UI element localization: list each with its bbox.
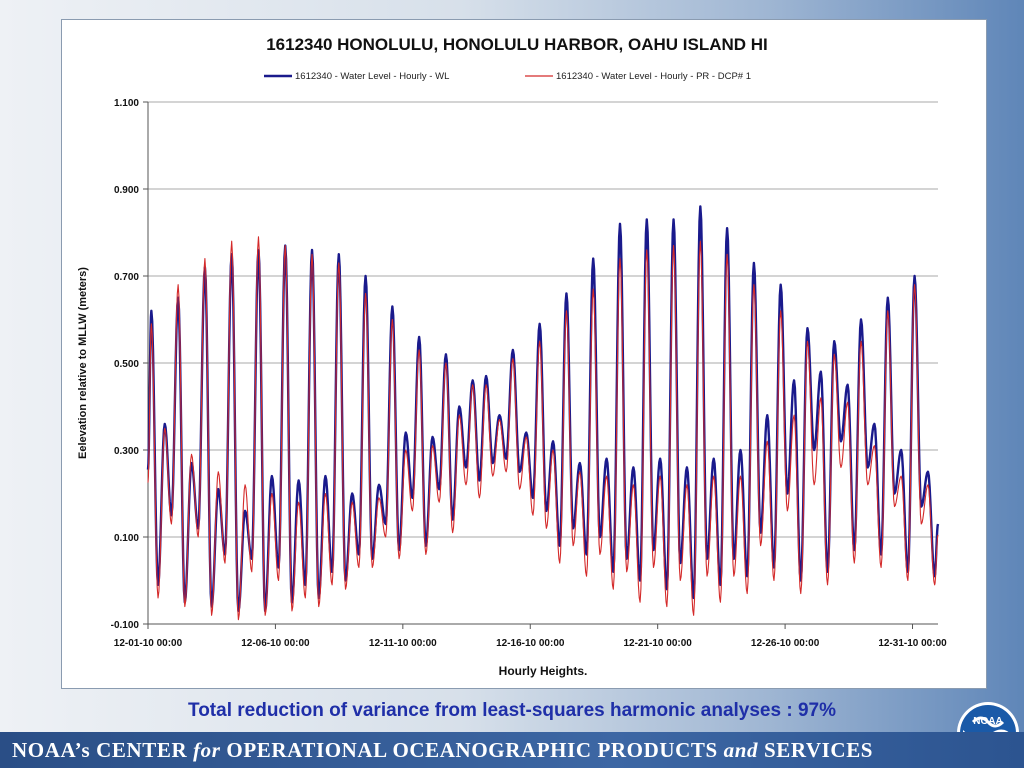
y-tick-label: 1.100 [114, 98, 139, 109]
y-tick-label: 0.300 [114, 446, 139, 457]
y-tick-label: 0.100 [114, 533, 139, 544]
chart-panel: 1612340 HONOLULU, HONOLULU HARBOR, OAHU … [61, 19, 987, 689]
x-axis-ticks: 12-01-10 00:00 12-06-10 00:00 12-11-10 00:… [114, 624, 947, 649]
footer-for: for [193, 738, 221, 762]
legend-label-pr: 1612340 - Water Level - Hourly - PR - DC… [556, 71, 751, 82]
x-tick-label: 12-21-10 00:00 [623, 638, 692, 649]
y-tick-label: 0.700 [114, 272, 139, 283]
variance-caption: Total reduction of variance from least-s… [188, 700, 836, 721]
footer-and: and [723, 738, 759, 762]
chart-title: 1612340 HONOLULU, HONOLULU HARBOR, OAHU … [266, 35, 768, 54]
gridlines [148, 101, 938, 625]
x-tick-label: 12-01-10 00:00 [114, 638, 183, 649]
footer-bar: NOAA’s CENTER for OPERATIONAL OCEANOGRAP… [0, 732, 1024, 768]
series-group [146, 205, 940, 621]
x-tick-label: 12-26-10 00:00 [751, 638, 820, 649]
footer-part2: OPERATIONAL OCEANOGRAPHIC PRODUCTS [220, 738, 724, 762]
y-axis-ticks: -0.100 0.100 0.300 0.500 0.700 0.900 1.100 [111, 98, 148, 631]
y-tick-label: 0.500 [114, 359, 139, 370]
series-line-pr [147, 236, 939, 621]
footer-part1: NOAA’s CENTER [12, 738, 194, 762]
x-axis-label: Hourly Heights. [499, 664, 588, 678]
legend-label-wl: 1612340 - Water Level - Hourly - WL [295, 71, 449, 82]
legend: 1612340 - Water Level - Hourly - WL 1612… [264, 71, 751, 82]
noaa-logo-text: NOAA [973, 716, 1002, 727]
tide-chart: 1612340 HONOLULU, HONOLULU HARBOR, OAHU … [77, 35, 947, 678]
y-tick-label: -0.100 [111, 620, 140, 631]
x-tick-label: 12-06-10 00:00 [241, 638, 310, 649]
x-tick-label: 12-31-10 00:00 [878, 638, 947, 649]
x-tick-label: 12-16-10 00:00 [496, 638, 565, 649]
x-tick-label: 12-11-10 00:00 [369, 638, 437, 649]
footer-title: NOAA’s CENTER for OPERATIONAL OCEANOGRAP… [12, 738, 873, 763]
footer-part3: SERVICES [758, 738, 874, 762]
y-axis-label: Eelevation relative to MLLW (meters) [77, 267, 89, 459]
y-tick-label: 0.900 [114, 185, 139, 196]
